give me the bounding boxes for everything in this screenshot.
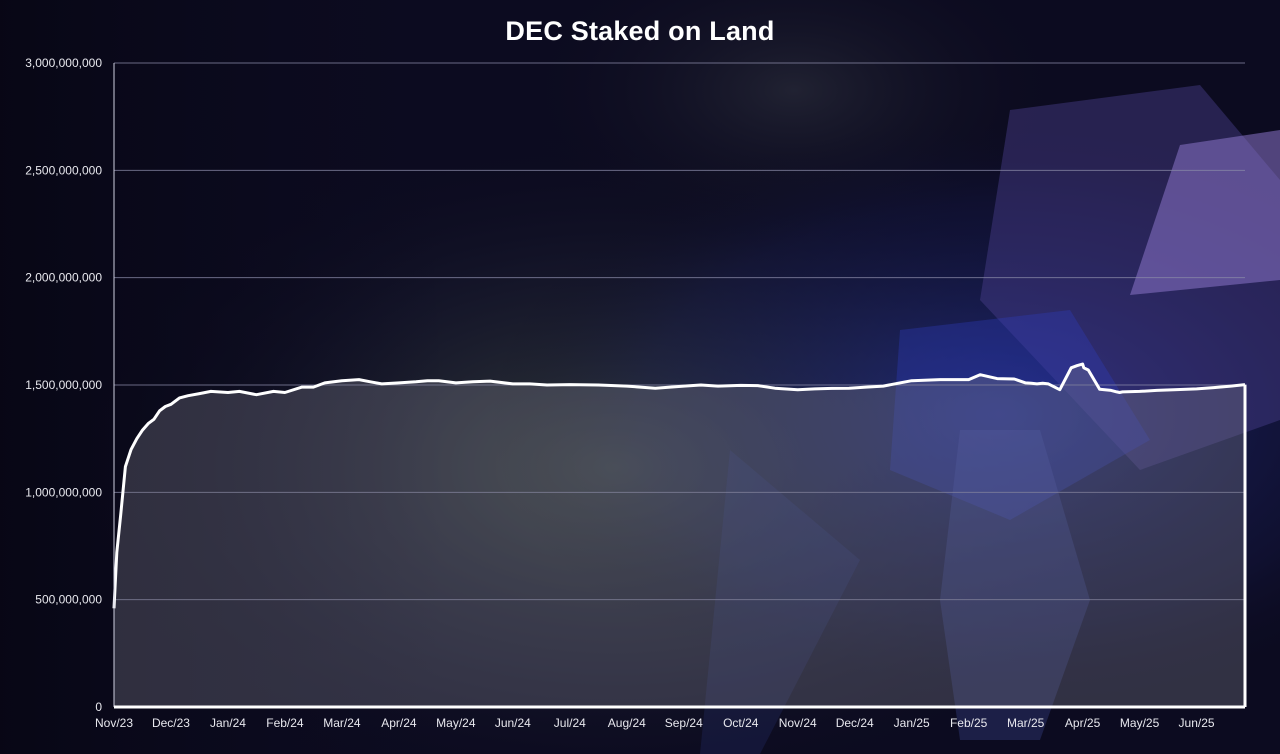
x-tick-label: Jan/25 <box>894 716 930 730</box>
y-tick-labels: 0 500,000,000 1,000,000,000 1,500,000,000 2,… <box>25 56 102 714</box>
x-tick-label: Mar/25 <box>1007 716 1045 730</box>
x-tick-label: Dec/24 <box>836 716 874 730</box>
axes <box>113 63 1245 709</box>
x-tick-label: Mar/24 <box>323 716 361 730</box>
y-tick-label: 0 <box>95 700 102 714</box>
x-tick-label: May/24 <box>436 716 476 730</box>
x-tick-label: Jan/24 <box>210 716 246 730</box>
chart-title: DEC Staked on Land <box>505 16 775 46</box>
y-tick-label: 500,000,000 <box>35 593 102 607</box>
y-tick-label: 1,500,000,000 <box>25 378 102 392</box>
x-tick-label: Jul/24 <box>554 716 586 730</box>
x-tick-labels: Nov/23 Dec/23 Jan/24 Feb/24 Mar/24 Apr/24 May/… <box>95 716 1215 730</box>
y-tick-label: 1,000,000,000 <box>25 485 102 499</box>
y-tick-label: 3,000,000,000 <box>25 56 102 70</box>
y-tick-label: 2,500,000,000 <box>25 163 102 177</box>
x-tick-label: Jun/25 <box>1179 716 1215 730</box>
y-tick-label: 2,000,000,000 <box>25 271 102 285</box>
x-tick-label: Apr/24 <box>381 716 417 730</box>
x-tick-label: Feb/25 <box>950 716 988 730</box>
gridlines <box>114 62 1245 601</box>
x-tick-label: Aug/24 <box>608 716 646 730</box>
x-tick-label: Oct/24 <box>723 716 759 730</box>
x-tick-label: Feb/24 <box>266 716 304 730</box>
x-tick-label: May/25 <box>1120 716 1160 730</box>
x-tick-label: Dec/23 <box>152 716 190 730</box>
x-tick-label: Nov/24 <box>779 716 817 730</box>
x-tick-label: Apr/25 <box>1065 716 1101 730</box>
x-tick-label: Sep/24 <box>665 716 703 730</box>
series-line <box>112 362 1246 609</box>
x-tick-label: Jun/24 <box>495 716 531 730</box>
x-tick-label: Nov/23 <box>95 716 133 730</box>
area-fill <box>114 364 1245 707</box>
area-series <box>112 362 1247 707</box>
